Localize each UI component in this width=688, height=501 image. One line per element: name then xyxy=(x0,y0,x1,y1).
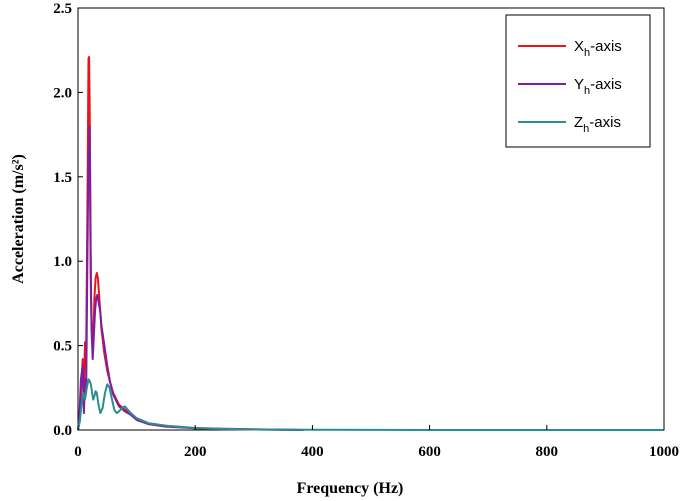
series-line-0 xyxy=(77,56,304,431)
series-layer xyxy=(77,56,664,431)
y-tick-label: 0.5 xyxy=(53,339,72,355)
y-axis-ticks: 0.0 0.5 1.0 1.5 2.0 2.5 xyxy=(53,1,83,439)
y-axis-title: Acceleration (m/s²) xyxy=(10,154,27,284)
x-tick-label: 0 xyxy=(74,444,82,460)
legend-label: Yh-axis xyxy=(574,76,622,97)
x-tick-label: 800 xyxy=(536,444,559,460)
y-tick-label: 1.5 xyxy=(53,170,72,186)
x-axis-title: Frequency (Hz) xyxy=(297,480,404,497)
y-tick-label: 1.0 xyxy=(53,254,72,270)
series-line-2 xyxy=(77,378,664,431)
series-line-1 xyxy=(77,125,304,431)
y-tick-label: 0.0 xyxy=(53,423,72,439)
x-tick-label: 400 xyxy=(301,444,324,460)
x-tick-label: 600 xyxy=(418,444,441,460)
y-tick-label: 2.5 xyxy=(53,1,72,17)
legend-box xyxy=(505,14,651,148)
x-tick-label: 200 xyxy=(184,444,207,460)
y-tick-label: 2.0 xyxy=(53,85,72,101)
x-axis-ticks: 0 200 400 600 800 1000 xyxy=(74,425,679,460)
legend-label: Xh-axis xyxy=(574,38,622,59)
legend: Xh-axis Yh-axis Zh-axis xyxy=(505,14,651,148)
x-tick-label: 1000 xyxy=(649,444,679,460)
legend-label: Zh-axis xyxy=(574,114,621,135)
